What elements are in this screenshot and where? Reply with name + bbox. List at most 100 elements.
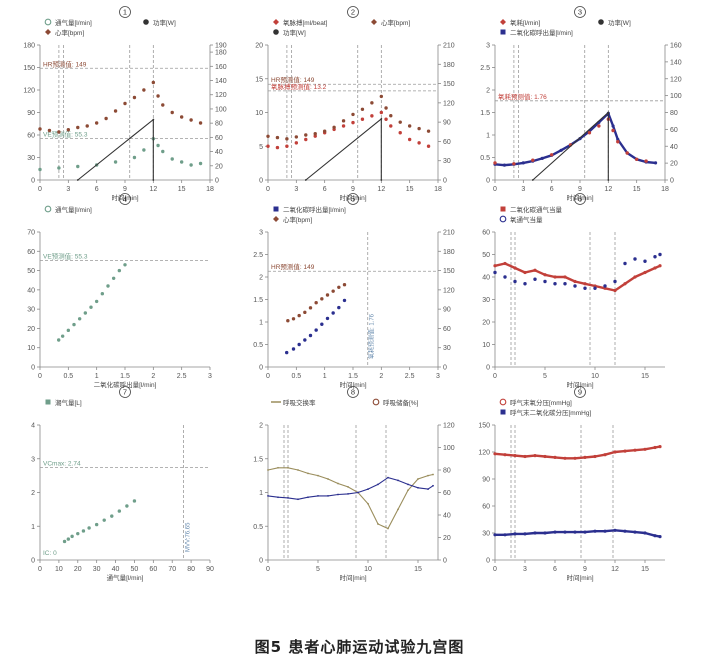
data-point xyxy=(170,157,174,161)
data-point xyxy=(367,502,369,505)
legend: 潮气量[L] xyxy=(45,398,82,407)
data-point xyxy=(633,448,637,452)
panel-number-text: 7 xyxy=(123,388,127,397)
panel-number: 7 xyxy=(119,386,131,398)
data-point xyxy=(285,350,289,355)
data-point xyxy=(332,125,336,129)
y-tick-label: 15 xyxy=(255,76,263,83)
y-tick-label: 1 xyxy=(259,320,263,327)
legend-label: 心率[bpm] xyxy=(283,215,312,224)
data-point xyxy=(327,478,329,480)
panel-3: 3氧耗[l/min] 功率[W]二氧化碳呼出量[l/min]0 3 6 9 12 15 180… xyxy=(480,6,682,202)
x-axis-label: 时间[min] xyxy=(339,573,366,582)
data-point xyxy=(113,109,118,113)
y-tick-label: 1.5 xyxy=(253,297,263,304)
data-point xyxy=(337,285,341,289)
x-tick-label: 0 xyxy=(38,186,42,193)
data-point xyxy=(325,293,330,297)
y-tick-label: 2 xyxy=(259,275,263,282)
x-tick-label: 15 xyxy=(414,566,422,573)
data-point xyxy=(553,455,557,459)
x-tick-label: 3 xyxy=(208,373,212,380)
y-tick-label: 3 xyxy=(486,43,490,50)
data-point xyxy=(653,161,658,165)
data-point xyxy=(87,526,91,530)
data-point xyxy=(417,141,421,145)
panel-number-text: 4 xyxy=(123,195,127,204)
data-point xyxy=(132,499,137,503)
data-point xyxy=(593,286,597,290)
data-point xyxy=(110,514,114,518)
data-point xyxy=(286,319,290,323)
data-point xyxy=(76,164,80,169)
y-tick-label: 2.5 xyxy=(480,65,490,72)
data-point xyxy=(304,133,308,137)
data-point xyxy=(342,298,347,303)
data-point xyxy=(307,472,309,475)
data-point xyxy=(89,305,93,309)
panel-number-circle xyxy=(119,6,131,18)
data-point xyxy=(66,328,71,333)
data-point xyxy=(613,279,617,284)
y-tick-label: 0 xyxy=(259,365,263,372)
data-point xyxy=(597,124,601,128)
data-point xyxy=(426,144,431,148)
data-point xyxy=(66,128,71,132)
legend: 氧脉搏[ml/beat] 心率[bpm] 功率[W] xyxy=(273,18,410,37)
data-point xyxy=(156,143,160,148)
y-tick-label: 2.5 xyxy=(253,252,263,259)
legend-marker xyxy=(500,29,506,35)
data-point xyxy=(94,522,99,527)
series xyxy=(38,80,203,134)
data-point xyxy=(502,163,507,167)
y-tick-label: 0.5 xyxy=(253,342,263,349)
data-point xyxy=(337,493,339,496)
data-point xyxy=(533,531,537,535)
data-point xyxy=(313,132,317,136)
data-point xyxy=(117,509,122,513)
y2-tick-label: 0 xyxy=(670,178,674,185)
x-axis-label: 时间[min] xyxy=(566,193,593,202)
data-point xyxy=(603,529,607,533)
y-tick-label: 60 xyxy=(482,504,490,511)
data-point xyxy=(549,153,554,157)
panel-number: 4 xyxy=(119,193,131,205)
data-point xyxy=(603,284,607,288)
y2-tick-label: 0 xyxy=(215,178,219,185)
data-point xyxy=(493,533,497,537)
series xyxy=(267,476,434,501)
legend-label: 氧脉搏[ml/beat] xyxy=(283,18,328,27)
data-point xyxy=(152,118,155,121)
panel-number-text: 2 xyxy=(351,8,355,17)
y-tick-label: 3 xyxy=(31,456,35,463)
data-point xyxy=(543,273,547,277)
data-point xyxy=(151,80,156,85)
x-tick-label: 18 xyxy=(206,186,214,193)
data-point xyxy=(407,124,412,128)
data-point xyxy=(94,299,99,304)
legend-label: 潮气量[L] xyxy=(55,398,82,407)
ref-label: HR预测值: 149 xyxy=(43,59,87,68)
y2-tick-label: 120 xyxy=(443,100,455,107)
y2-tick-label: 100 xyxy=(215,106,227,113)
x-tick-label: 0 xyxy=(38,566,42,573)
data-point xyxy=(308,306,313,310)
data-point xyxy=(325,316,330,321)
data-point xyxy=(287,497,289,499)
data-point xyxy=(342,283,347,287)
x-tick-label: 15 xyxy=(178,186,186,193)
data-point xyxy=(277,496,279,499)
legend-label: 功率[W] xyxy=(283,28,306,37)
x-tick-label: 3 xyxy=(294,186,298,193)
y2-tick-label: 120 xyxy=(215,92,227,99)
legend-label: 氧耗[l/min] xyxy=(510,18,541,27)
data-point xyxy=(613,288,617,293)
y2-tick-label: 0 xyxy=(443,178,447,185)
data-point xyxy=(653,255,657,259)
x-tick-label: 0 xyxy=(266,566,270,573)
y-tick-label: 5 xyxy=(259,144,263,151)
series-line xyxy=(77,118,154,181)
y-tick-label: 60 xyxy=(27,249,35,256)
y-tick-label: 90 xyxy=(27,110,35,117)
